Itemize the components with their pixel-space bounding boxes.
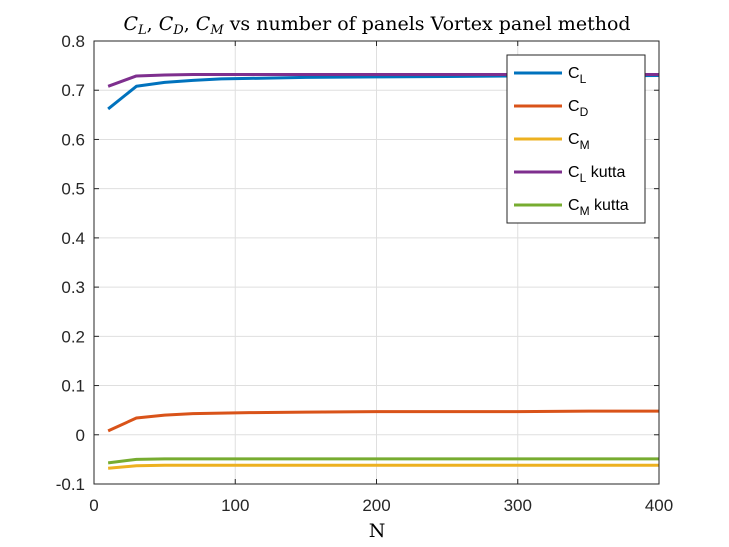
title-rest: vs number of panels Vortex panel method — [224, 13, 631, 35]
y-tick-label: 0.3 — [61, 278, 85, 297]
y-tick-label: 0.8 — [61, 32, 85, 51]
y-tick-label: 0.5 — [61, 180, 85, 199]
x-tick-label: 0 — [89, 496, 98, 515]
series-line-c-d — [107, 409, 659, 433]
title-c3: C — [196, 13, 211, 35]
x-tick-label: 200 — [362, 496, 390, 515]
title-sep2: , — [184, 13, 196, 35]
title-c1: C — [123, 13, 138, 35]
y-tick-label: 0.6 — [61, 130, 85, 149]
legend-entry: CL kutta — [568, 164, 625, 185]
title-c2: C — [159, 13, 174, 35]
x-tick-label: 100 — [221, 496, 249, 515]
y-tick-label: 0 — [76, 426, 85, 445]
y-tick-label: 0.1 — [61, 377, 85, 396]
chart-title: CL, CD, CM vs number of panels Vortex pa… — [123, 13, 630, 38]
legend-entry: CM — [568, 131, 590, 152]
legend-entry: CM kutta — [568, 197, 629, 218]
legend-entry: CL — [568, 65, 587, 86]
title-c2-sub: D — [172, 23, 184, 38]
title-c3-sub: M — [209, 23, 224, 38]
series-line-c-m-kutta — [107, 457, 659, 465]
x-tick-label: 300 — [504, 496, 532, 515]
series-line-c-m — [107, 463, 659, 470]
title-c1-sub: L — [137, 23, 147, 38]
x-axis-label: N — [369, 520, 386, 542]
title-sep1: , — [147, 13, 159, 35]
y-tick-label: -0.1 — [56, 475, 85, 494]
axis-ticks: 0 100 200 300 400-0.100.10.20.30.40.50.60.70… — [56, 32, 673, 515]
x-tick-label: 400 — [645, 496, 673, 515]
y-tick-label: 0.2 — [61, 327, 85, 346]
legend-entry: CD — [568, 98, 589, 119]
y-tick-label: 0.7 — [61, 81, 85, 100]
legend: CL CD CM CL kutta CM kutta — [506, 54, 646, 224]
y-tick-label: 0.4 — [61, 229, 85, 248]
